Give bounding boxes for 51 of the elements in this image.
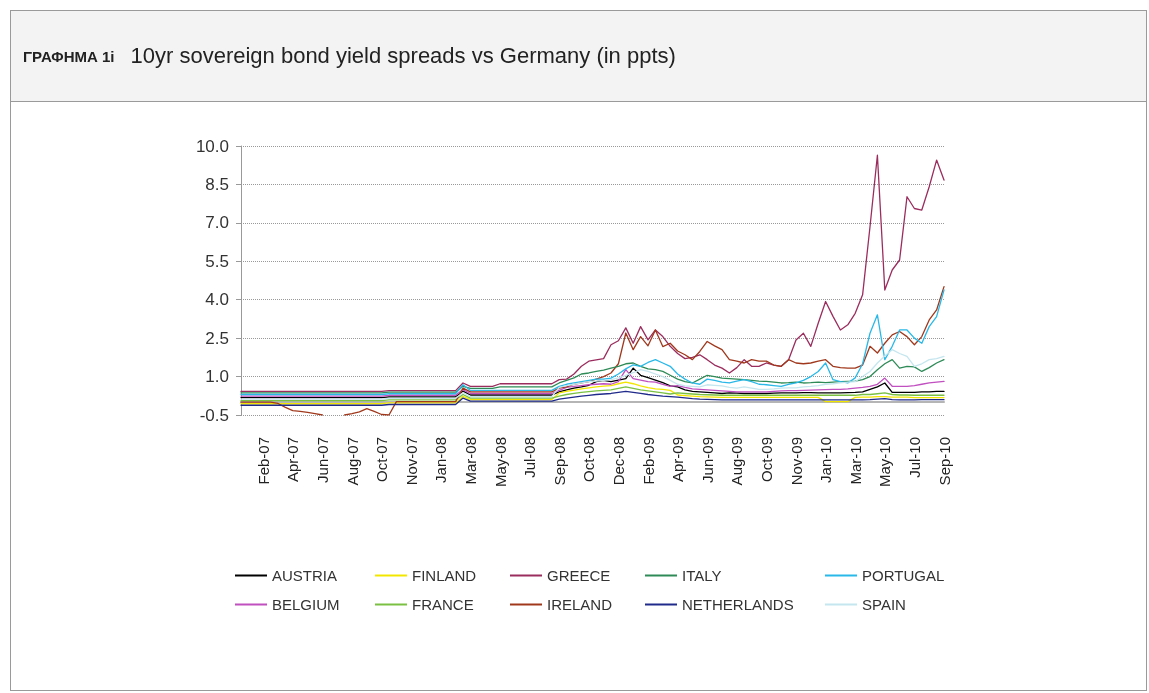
- legend-label: NETHERLANDS: [682, 596, 794, 613]
- x-tick-label: Feb-07: [254, 437, 272, 485]
- x-tick-label: Sep-10: [935, 437, 953, 486]
- x-tick-label: Jan-10: [817, 437, 835, 483]
- legend-label: FINLAND: [412, 567, 477, 584]
- x-tick-label: Aug-09: [728, 437, 746, 486]
- x-tick-label: Apr-09: [669, 437, 687, 483]
- chart-subtitle: 10yr sovereign bond yield spreads vs Germany (in ppts): [130, 43, 676, 69]
- x-tick-label: Feb-09: [639, 437, 657, 485]
- line-series: [240, 289, 945, 396]
- y-tick-label: 8.5: [205, 174, 229, 194]
- y-tick-label: 5.5: [205, 251, 229, 271]
- line-series: [240, 390, 945, 406]
- y-tick-label: 10.0: [195, 136, 229, 156]
- x-tick-label: Jul-08: [521, 437, 539, 478]
- line-series: [240, 359, 945, 394]
- line-series: [240, 381, 945, 405]
- legend-label: PORTUGAL: [862, 567, 945, 584]
- x-tick-label: Jun-07: [313, 437, 331, 483]
- line-series: [240, 349, 945, 400]
- y-tick-label: 1.0: [205, 367, 229, 387]
- line-series: [240, 154, 945, 393]
- x-tick-label: May-08: [491, 437, 509, 488]
- x-tick-label: Aug-07: [343, 437, 361, 486]
- x-tick-label: Apr-07: [284, 437, 302, 483]
- x-tick-label: Sep-08: [550, 437, 568, 486]
- legend-label: GREECE: [547, 567, 611, 584]
- legend-label: AUSTRIA: [272, 567, 338, 584]
- x-tick-label: Mar-10: [846, 437, 864, 485]
- x-tick-label: Oct-09: [757, 437, 775, 483]
- legend-label: ITALY: [682, 567, 722, 584]
- legend-label: SPAIN: [862, 596, 906, 613]
- x-tick-label: Nov-07: [402, 437, 420, 486]
- line-series: [240, 386, 945, 402]
- x-tick-label: May-10: [876, 437, 894, 488]
- y-tick-label: 7.0: [205, 213, 229, 233]
- legend-label: FRANCE: [412, 596, 474, 613]
- x-tick-label: Nov-09: [787, 437, 805, 486]
- legend-label: BELGIUM: [272, 596, 340, 613]
- x-tick-label: Mar-08: [461, 437, 479, 485]
- y-tick-label: -0.5: [199, 405, 229, 425]
- legend-label: IRELAND: [547, 596, 613, 613]
- x-tick-label: Dec-08: [609, 437, 627, 486]
- x-tick-label: Jan-08: [432, 437, 450, 483]
- y-tick-label: 4.0: [205, 290, 229, 310]
- x-tick-label: Oct-07: [373, 437, 391, 483]
- y-tick-label: 2.5: [205, 328, 229, 348]
- x-tick-label: Jul-10: [905, 437, 923, 478]
- text: ΓΡΑΦΗΜΑ 1i: [23, 47, 115, 65]
- x-tick-label: Jun-09: [698, 437, 716, 483]
- x-tick-label: Oct-08: [580, 437, 598, 483]
